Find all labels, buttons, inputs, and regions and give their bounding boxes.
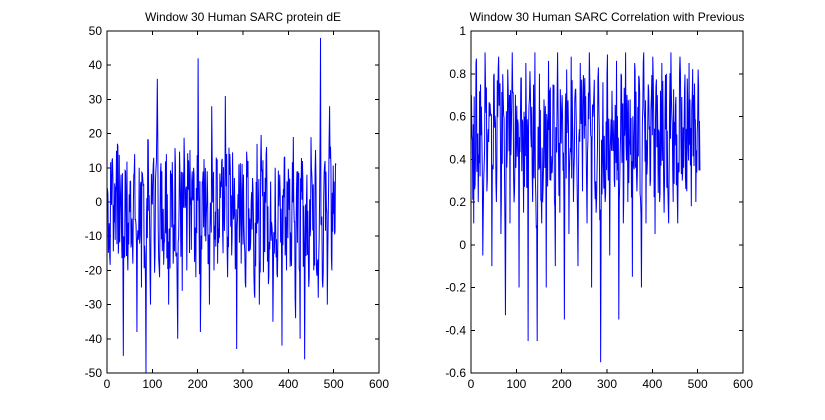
y-tick-label-correlation: 0.8 [449, 67, 466, 81]
x-tick-label-correlation: 300 [597, 377, 617, 391]
chart-title-correlation: Window 30 Human SARC Correlation with Pr… [470, 10, 745, 24]
x-tick-label-correlation: 0 [468, 377, 475, 391]
chart-correlation: Window 30 Human SARC Correlation with Pr… [445, 10, 753, 391]
x-tick-label-correlation: 500 [688, 377, 708, 391]
x-tick-label-protein-de: 100 [142, 377, 162, 391]
y-tick-label-protein-de: 50 [89, 24, 103, 38]
chart-protein-de: Window 30 Human SARC protein dE 0 100 200 3… [85, 10, 390, 391]
y-tick-label-correlation: -0.6 [445, 366, 466, 380]
y-tick-label-correlation: 0.6 [449, 110, 466, 124]
y-tick-label-correlation: 0.4 [449, 152, 466, 166]
y-tick-label-protein-de: -30 [85, 298, 103, 312]
x-tick-label-protein-de: 0 [104, 377, 111, 391]
series-line-correlation [470, 52, 701, 363]
x-tick-label-correlation: 600 [733, 377, 753, 391]
y-tick-label-correlation: 0 [459, 238, 466, 252]
y-tick-label-protein-de: -20 [85, 263, 103, 277]
y-tick-label-protein-de: -50 [85, 366, 103, 380]
x-tick-label-correlation: 100 [506, 377, 526, 391]
x-tick-label-protein-de: 300 [233, 377, 253, 391]
y-tick-label-correlation: 0.2 [449, 195, 466, 209]
y-tick-label-protein-de: 10 [89, 161, 103, 175]
y-tick-label-protein-de: -40 [85, 332, 103, 346]
x-tick-label-protein-de: 400 [278, 377, 298, 391]
y-tick-label-correlation: -0.2 [445, 281, 466, 295]
y-tick-label-protein-de: 0 [95, 195, 102, 209]
y-tick-label-protein-de: 20 [89, 127, 103, 141]
x-tick-label-protein-de: 200 [188, 377, 208, 391]
y-tick-label-protein-de: -10 [85, 229, 103, 243]
x-tick-label-correlation: 400 [642, 377, 662, 391]
y-tick-label-correlation: -0.4 [445, 323, 466, 337]
y-tick-label-correlation: 1 [459, 24, 466, 38]
x-tick-label-protein-de: 600 [369, 377, 389, 391]
y-tick-label-protein-de: 40 [89, 58, 103, 72]
y-tick-label-protein-de: 30 [89, 92, 103, 106]
axis-ticks-correlation: 0 100 200 300 400 500 600 -0.6 -0.4 -0.2 0 0.2 0.4 0.… [445, 24, 753, 391]
series-line-protein-de [106, 37, 337, 374]
axis-ticks-protein-de: 0 100 200 300 400 500 600 -50 -40 -30 -20 -10 0 10 20 3… [85, 24, 390, 391]
chart-title-protein-de: Window 30 Human SARC protein dE [145, 10, 341, 24]
x-tick-label-correlation: 200 [552, 377, 572, 391]
x-tick-label-protein-de: 500 [324, 377, 344, 391]
